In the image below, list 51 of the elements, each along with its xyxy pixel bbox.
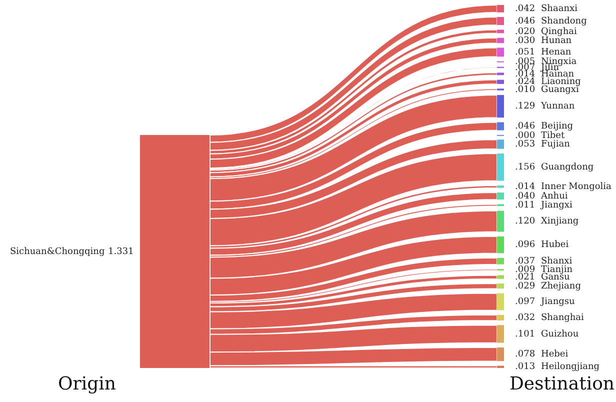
category-label: Hebei xyxy=(541,350,568,360)
data-label: .156 xyxy=(515,162,536,172)
data-label: .000 xyxy=(515,130,536,141)
category-label: Shanghai xyxy=(541,313,584,324)
data-label: .101 xyxy=(515,329,536,340)
category-label: Guangxi xyxy=(541,84,579,95)
category-label: Shanxi xyxy=(541,256,572,266)
category-label: Guangdong xyxy=(541,162,594,172)
category-label: Inner Mongolia xyxy=(541,182,612,192)
category-label: Tibet xyxy=(541,130,565,141)
data-label: .010 xyxy=(515,84,536,95)
category-label: Shandong xyxy=(541,16,588,26)
category-label: Jiangxi xyxy=(540,200,572,210)
data-label: .097 xyxy=(515,297,536,308)
category-label: Qinghai xyxy=(541,26,577,37)
data-label: .046 xyxy=(515,122,536,132)
data-label: .030 xyxy=(515,36,536,46)
data-label: .096 xyxy=(515,240,536,250)
category-label: Guizhou xyxy=(541,329,579,340)
category-label: Fujian xyxy=(541,140,570,150)
category-label: Hunan xyxy=(541,36,572,46)
category-label: Zhejiang xyxy=(541,281,582,292)
data-label: .051 xyxy=(515,48,536,58)
data-label: .053 xyxy=(515,140,536,150)
text: Destination xyxy=(509,374,615,395)
data-label: .046 xyxy=(515,16,536,26)
data-label: .129 xyxy=(515,102,536,112)
category-label: Anhui xyxy=(540,191,568,202)
text: Origin xyxy=(58,374,116,395)
category-label: Xinjiang xyxy=(541,216,579,227)
text: Sichuan&Chongqing xyxy=(10,246,105,257)
category-label: Jiangsu xyxy=(540,297,576,308)
data-label: .037 xyxy=(515,256,536,266)
data-label: .042 xyxy=(515,4,536,14)
data-label: .078 xyxy=(515,350,536,360)
category-label: Henan xyxy=(541,48,572,58)
data-label: .032 xyxy=(515,313,536,324)
data-label: .040 xyxy=(515,191,536,202)
category-label: Hubei xyxy=(541,240,569,250)
data-label: .029 xyxy=(515,281,536,292)
data-label: .020 xyxy=(515,26,536,37)
data-label: .011 xyxy=(515,200,536,210)
data-label: .014 xyxy=(515,182,536,192)
category-label: Beijing xyxy=(541,122,574,132)
category-label: Heilongjiang xyxy=(541,362,600,372)
category-label: Shaanxi xyxy=(541,4,578,14)
category-label: Yunnan xyxy=(540,102,575,112)
data-label: .013 xyxy=(515,362,536,372)
text: 1.331 xyxy=(108,246,134,257)
data-label: .120 xyxy=(515,216,536,227)
category-label: Liaoning xyxy=(541,77,582,88)
